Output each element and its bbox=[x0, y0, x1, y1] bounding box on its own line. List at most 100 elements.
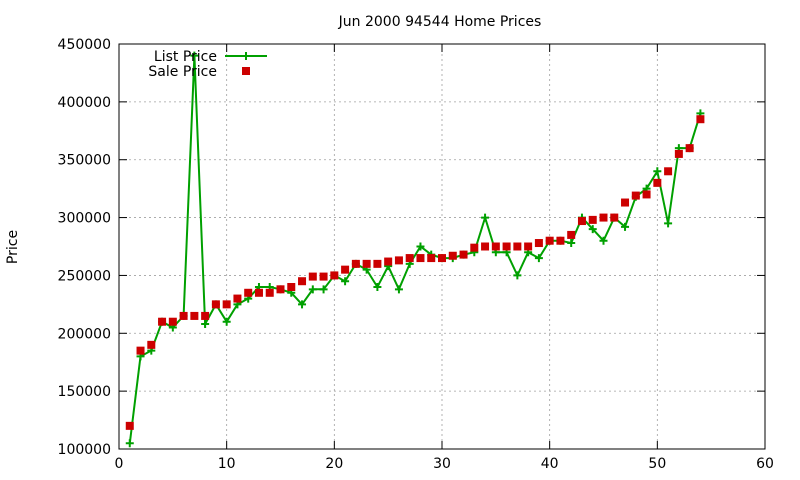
sale-price-point bbox=[373, 259, 382, 268]
list-price-point bbox=[588, 225, 597, 234]
sale-price-point bbox=[524, 242, 533, 251]
chart-title: Jun 2000 94544 Home Prices bbox=[338, 14, 542, 30]
list-price-point bbox=[653, 167, 662, 176]
grid bbox=[119, 44, 765, 449]
sale-price-point bbox=[384, 257, 393, 266]
list-price-point bbox=[319, 285, 328, 294]
x-tick-label: 30 bbox=[433, 456, 451, 472]
x-tick-label: 0 bbox=[115, 456, 124, 472]
sale-price-point bbox=[653, 178, 662, 187]
plot-frame bbox=[118, 43, 766, 450]
sale-price-point bbox=[233, 294, 242, 303]
sale-price-point bbox=[136, 346, 145, 355]
sale-price-point bbox=[394, 256, 403, 265]
sale-price-point bbox=[642, 190, 651, 199]
sale-price-point bbox=[610, 213, 619, 222]
sale-price-point bbox=[534, 239, 543, 248]
sale-price-point bbox=[125, 421, 134, 430]
sale-price-point bbox=[276, 285, 285, 294]
list-price-point bbox=[621, 222, 630, 231]
x-tick-label: 50 bbox=[648, 456, 666, 472]
list-price-point bbox=[201, 320, 210, 329]
sale-price-point bbox=[287, 283, 296, 291]
sale-price-point bbox=[179, 311, 188, 320]
sale-price-point bbox=[362, 259, 371, 268]
sale-price-point bbox=[567, 230, 576, 239]
sale-price-point bbox=[599, 213, 608, 222]
list-price-point bbox=[599, 236, 608, 245]
sale-price-point bbox=[502, 242, 511, 251]
sale-price-point bbox=[308, 272, 317, 281]
legend-label: List Price bbox=[154, 49, 217, 65]
axis-ticks: 100000 150000 200000 250000 300000 350000 4000… bbox=[58, 37, 774, 472]
sale-price-point bbox=[298, 277, 307, 286]
list-price-point bbox=[373, 283, 382, 291]
sale-price-point bbox=[147, 340, 156, 349]
plot-series bbox=[125, 51, 705, 448]
legend-label: Sale Price bbox=[148, 64, 217, 80]
sale-price-point bbox=[438, 254, 446, 263]
sale-price-point bbox=[664, 167, 673, 176]
list-price-point bbox=[664, 219, 673, 228]
sale-price-point bbox=[427, 254, 436, 263]
y-tick-label: 350000 bbox=[58, 153, 111, 169]
list-price-point bbox=[222, 317, 231, 326]
y-tick-label: 450000 bbox=[58, 37, 111, 53]
sale-price-point bbox=[470, 243, 479, 252]
sale-price-point bbox=[696, 115, 705, 124]
y-tick-label: 400000 bbox=[58, 95, 111, 111]
sale-price-point bbox=[459, 250, 468, 259]
y-tick-label: 100000 bbox=[58, 442, 111, 458]
x-tick-label: 20 bbox=[325, 456, 343, 472]
sale-price-point bbox=[351, 259, 360, 268]
sale-price-point bbox=[448, 251, 457, 260]
list-price-point bbox=[567, 239, 576, 248]
sale-price-point bbox=[545, 236, 554, 245]
y-tick-label: 300000 bbox=[58, 211, 111, 227]
sale-price-point bbox=[168, 317, 177, 326]
list-price-point bbox=[341, 277, 350, 286]
sale-price-point bbox=[481, 242, 490, 251]
sale-price-point bbox=[416, 254, 425, 263]
legend-square-swatch bbox=[242, 67, 250, 75]
sale-price-point bbox=[685, 144, 694, 153]
list-price-point bbox=[125, 439, 134, 448]
list-price-point bbox=[298, 300, 307, 309]
y-tick-label: 150000 bbox=[58, 384, 111, 400]
sale-price-point bbox=[158, 317, 167, 326]
sale-price-point bbox=[222, 300, 231, 309]
list-price-point bbox=[190, 51, 199, 60]
list-price-point bbox=[513, 271, 522, 280]
sale-price-point bbox=[254, 288, 263, 297]
sale-price-point bbox=[513, 242, 522, 251]
sale-price-point bbox=[244, 288, 253, 297]
sale-price-point bbox=[405, 254, 414, 263]
x-tick-label: 10 bbox=[218, 456, 236, 472]
y-tick-label: 250000 bbox=[58, 268, 111, 284]
sale-price-point bbox=[211, 300, 220, 309]
sale-price-point bbox=[631, 191, 640, 200]
sale-price-point bbox=[491, 242, 500, 251]
legend-plus-swatch bbox=[242, 52, 250, 60]
x-tick-label: 60 bbox=[756, 456, 774, 472]
sale-price-point bbox=[330, 271, 339, 280]
list-price-point bbox=[394, 285, 403, 294]
sale-price-point bbox=[265, 288, 274, 297]
sale-price-point bbox=[556, 236, 565, 245]
list-price-point bbox=[416, 242, 425, 251]
sale-price-point bbox=[674, 149, 683, 158]
list-price-point bbox=[481, 213, 490, 222]
y-tick-label: 200000 bbox=[58, 326, 111, 342]
sale-price-point bbox=[319, 272, 328, 281]
sale-price-point bbox=[201, 311, 210, 320]
list-price-point bbox=[308, 285, 317, 294]
sale-price-point bbox=[588, 215, 597, 224]
sale-price-point bbox=[190, 311, 199, 320]
sale-price-point bbox=[341, 265, 350, 274]
sale-price-point bbox=[577, 217, 586, 226]
list-price-line bbox=[128, 55, 702, 444]
y-axis-label: Price bbox=[5, 230, 21, 264]
list-price-point bbox=[534, 254, 543, 263]
